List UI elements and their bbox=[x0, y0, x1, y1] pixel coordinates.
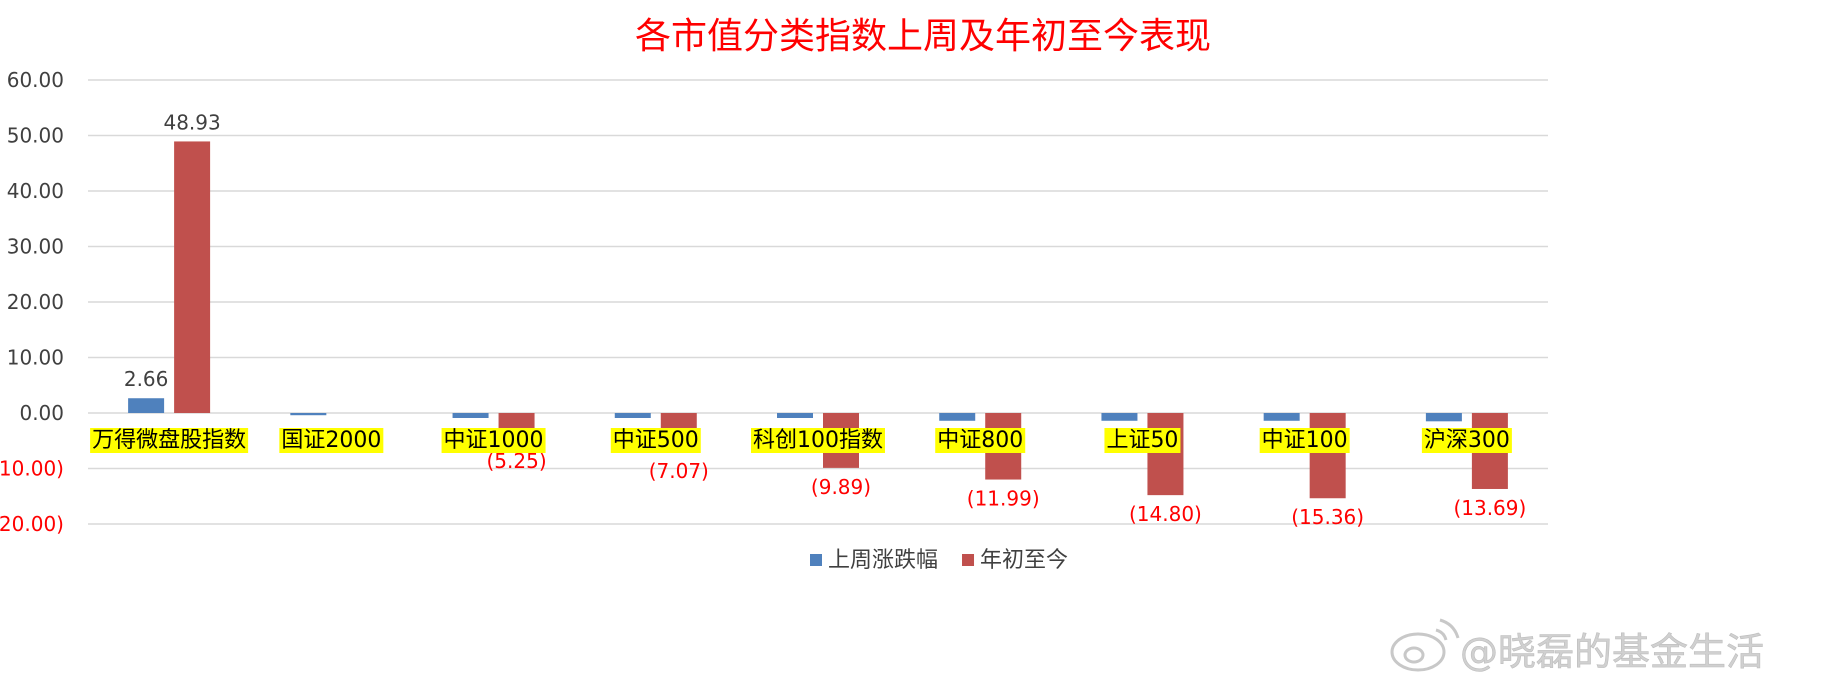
bar-weekly bbox=[290, 413, 327, 416]
data-label: (13.69) bbox=[1453, 496, 1526, 520]
y-tick-label: 60.00 bbox=[7, 68, 64, 92]
y-tick-label: 0.00 bbox=[19, 401, 64, 425]
y-axis: 60.00 50.00 40.00 30.00 20.00 10.00 0.00 (10.00… bbox=[0, 68, 64, 536]
bar-weekly bbox=[1101, 413, 1138, 421]
y-tick-label: (20.00) bbox=[0, 512, 64, 536]
y-tick-label: 10.00 bbox=[7, 346, 64, 370]
data-label: (9.89) bbox=[811, 475, 871, 499]
data-label: (5.25) bbox=[486, 449, 546, 473]
bar-weekly bbox=[1263, 413, 1300, 421]
category-highlight bbox=[1104, 428, 1181, 453]
category-highlight bbox=[610, 428, 701, 453]
bar-ytd bbox=[174, 141, 211, 413]
data-label: (7.07) bbox=[649, 459, 709, 483]
bar-weekly bbox=[452, 413, 489, 418]
bar-ytd bbox=[1147, 413, 1184, 496]
category-text: 国证2000 bbox=[281, 428, 381, 453]
bar-weekly bbox=[939, 413, 976, 421]
category-label: 中证800 bbox=[935, 428, 1026, 453]
category-highlight bbox=[90, 428, 249, 453]
category-text: 科创100指数 bbox=[753, 428, 883, 453]
bar-weekly bbox=[614, 413, 651, 418]
data-label: 48.93 bbox=[163, 110, 220, 134]
category-highlight bbox=[751, 428, 885, 453]
category-highlight bbox=[279, 428, 384, 453]
category-label: 中证500 bbox=[610, 428, 701, 453]
legend-swatch bbox=[962, 554, 975, 566]
data-labels: 2.66 48.93 (5.25) (7.07) (9.89) (11.99) (14.80… bbox=[124, 110, 1526, 529]
bars bbox=[128, 141, 1508, 499]
data-label: 2.66 bbox=[124, 367, 169, 391]
category-label: 上证50 bbox=[1104, 428, 1181, 453]
y-tick-label: 20.00 bbox=[7, 290, 64, 314]
y-tick-label: 50.00 bbox=[7, 124, 64, 148]
data-label: (15.36) bbox=[1291, 505, 1364, 529]
gridlines bbox=[88, 79, 1548, 525]
y-tick-label: 40.00 bbox=[7, 179, 64, 203]
bar-weekly bbox=[128, 398, 165, 413]
chart-title: 各市值分类指数上周及年初至今表现 bbox=[635, 16, 1211, 57]
category-label: 沪深300 bbox=[1421, 428, 1512, 453]
y-tick-label: (10.00) bbox=[0, 457, 64, 481]
category-text: 中证100 bbox=[1262, 428, 1348, 453]
watermark-text: @晓磊的基金生活 bbox=[1460, 630, 1764, 674]
data-label: (14.80) bbox=[1129, 502, 1202, 526]
category-label: 万得微盘股指数 bbox=[90, 428, 249, 453]
weibo-icon bbox=[1390, 618, 1460, 672]
data-label: (11.99) bbox=[967, 487, 1040, 511]
category-text: 沪深300 bbox=[1424, 428, 1510, 453]
category-label: 国证2000 bbox=[279, 428, 384, 453]
category-labels: 万得微盘股指数 国证2000 中证1000 中证500 科创100指数 中证800 上证50… bbox=[90, 428, 1512, 453]
bar-ytd bbox=[1309, 413, 1346, 499]
bar-weekly bbox=[777, 413, 813, 418]
category-text: 上证50 bbox=[1106, 428, 1178, 453]
category-label: 中证1000 bbox=[441, 428, 546, 453]
category-highlight bbox=[935, 428, 1026, 453]
category-label: 科创100指数 bbox=[751, 428, 885, 453]
category-label: 中证100 bbox=[1259, 428, 1350, 453]
legend-swatch bbox=[810, 554, 822, 566]
bar-weekly bbox=[1425, 413, 1462, 422]
category-text: 万得微盘股指数 bbox=[92, 428, 246, 453]
category-highlight bbox=[1421, 428, 1512, 453]
y-tick-label: 30.00 bbox=[7, 235, 64, 259]
legend-label: 上周涨跌幅 bbox=[828, 548, 938, 573]
category-text: 中证1000 bbox=[444, 428, 544, 453]
category-highlight bbox=[1259, 428, 1350, 453]
category-text: 中证500 bbox=[613, 428, 699, 453]
watermark: @晓磊的基金生活 bbox=[1390, 618, 1764, 674]
category-highlight bbox=[441, 428, 546, 453]
legend: 上周涨跌幅 年初至今 bbox=[810, 548, 1068, 573]
category-text: 中证800 bbox=[937, 428, 1023, 453]
legend-label: 年初至今 bbox=[980, 548, 1068, 573]
